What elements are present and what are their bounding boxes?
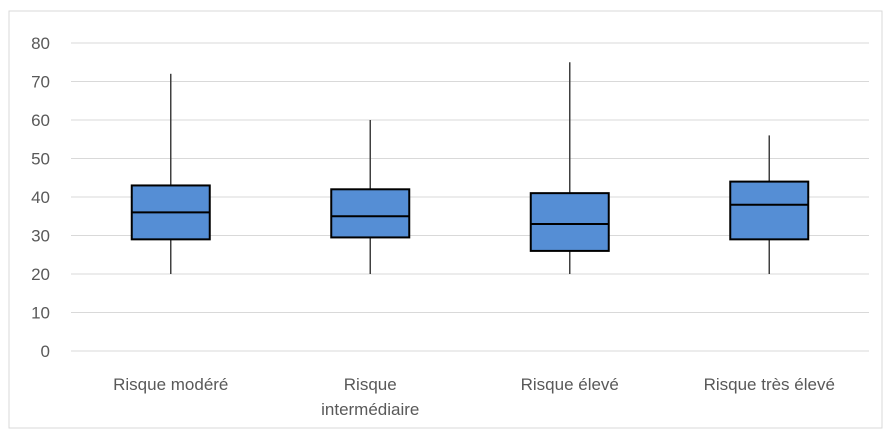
box-group — [330, 120, 411, 274]
y-tick-label: 60 — [31, 111, 50, 130]
y-tick-label: 30 — [31, 227, 50, 246]
iqr-box — [529, 192, 610, 252]
x-category-label: Risque très élevé — [704, 375, 835, 394]
y-tick-label: 80 — [31, 34, 50, 53]
y-tick-label: 50 — [31, 150, 50, 169]
y-tick-label: 40 — [31, 188, 50, 207]
x-axis-category-labels: Risque modéré Risque intermédiaire Risque é… — [113, 375, 835, 419]
y-tick-label: 10 — [31, 304, 50, 323]
x-category-label: Risque élevé — [521, 375, 619, 394]
x-category-label: intermédiaire — [321, 400, 419, 419]
x-category-label: Risque modéré — [113, 375, 228, 394]
y-tick-label: 70 — [31, 73, 50, 92]
boxes — [130, 62, 810, 274]
x-category-label: Risque — [344, 375, 397, 394]
box-group — [529, 62, 610, 274]
box-group — [729, 135, 810, 274]
box-group — [130, 73, 211, 274]
iqr-box — [729, 180, 810, 241]
y-axis-tick-labels: 0 10 20 30 40 50 60 70 80 — [31, 34, 50, 361]
y-tick-label: 20 — [31, 265, 50, 284]
gridlines — [71, 42, 869, 352]
y-tick-label: 0 — [41, 342, 50, 361]
iqr-box — [330, 188, 411, 239]
